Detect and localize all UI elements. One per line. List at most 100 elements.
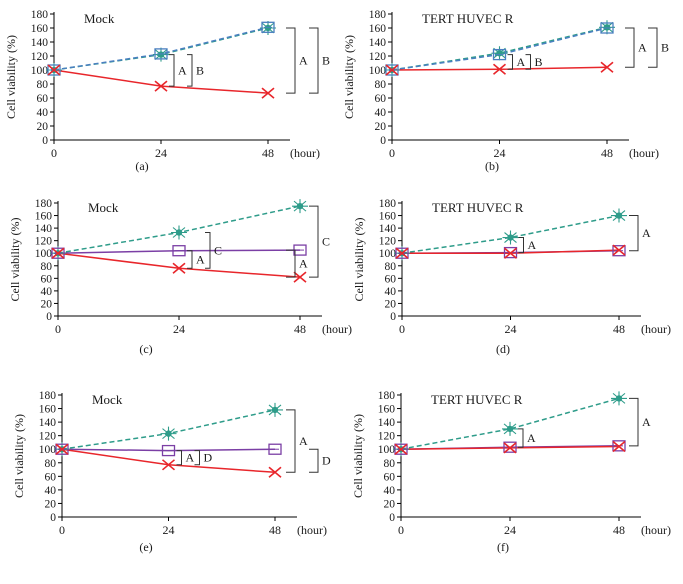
y-axis-label: Cell viability (%) bbox=[351, 414, 365, 498]
significance-bracket bbox=[194, 450, 200, 466]
y-tick-label: 60 bbox=[384, 471, 396, 483]
star-marker-dot bbox=[264, 24, 272, 32]
y-tick-label: 120 bbox=[31, 51, 49, 63]
y-tick-label: 20 bbox=[385, 298, 397, 310]
panel-caption: (f) bbox=[497, 540, 509, 554]
panel-caption: (e) bbox=[139, 540, 152, 554]
significance-label: B bbox=[196, 63, 204, 77]
chart-title: Mock bbox=[84, 11, 115, 26]
x-marker bbox=[55, 443, 69, 455]
y-tick-label: 0 bbox=[50, 512, 56, 524]
y-tick-label: 40 bbox=[375, 107, 387, 119]
significance-label: A bbox=[299, 257, 308, 271]
significance-bracket bbox=[309, 205, 319, 278]
significance-label: A bbox=[186, 451, 195, 465]
panel-caption: (a) bbox=[135, 159, 148, 173]
box-marker bbox=[261, 21, 275, 33]
significance-bracket bbox=[518, 428, 524, 448]
x-marker bbox=[394, 443, 408, 455]
y-tick-label: 160 bbox=[379, 211, 397, 223]
y-tick-label: 60 bbox=[37, 93, 49, 105]
y-tick-label: 160 bbox=[35, 211, 53, 223]
y-tick-label: 100 bbox=[31, 65, 49, 77]
y-tick-label: 0 bbox=[46, 311, 52, 323]
significance-label: B bbox=[322, 54, 330, 68]
x-marker bbox=[492, 63, 507, 75]
y-tick-label: 60 bbox=[385, 273, 397, 285]
y-tick-label: 20 bbox=[375, 121, 387, 133]
y-tick-label: 60 bbox=[375, 93, 387, 105]
y-tick-label: 120 bbox=[379, 236, 397, 248]
y-tick-label: 120 bbox=[378, 431, 396, 443]
y-tick-label: 80 bbox=[375, 79, 387, 91]
box-marker bbox=[154, 48, 168, 60]
y-tick-label: 0 bbox=[42, 135, 48, 147]
x-marker bbox=[51, 247, 65, 259]
x-unit-label: (hour) bbox=[322, 322, 352, 336]
significance-bracket bbox=[625, 27, 635, 68]
x-unit-label: (hour) bbox=[641, 322, 671, 336]
y-tick-label: 40 bbox=[45, 485, 57, 497]
x-tick-label: 24 bbox=[163, 523, 175, 537]
significance-bracket bbox=[286, 27, 296, 94]
y-axis-label: Cell viability (%) bbox=[342, 35, 356, 119]
significance-bracket bbox=[187, 54, 193, 87]
x-unit-label: (hour) bbox=[629, 146, 659, 160]
y-tick-label: 0 bbox=[390, 311, 396, 323]
significance-label: D bbox=[204, 451, 213, 465]
x-tick-label: 48 bbox=[269, 523, 281, 537]
y-tick-label: 80 bbox=[385, 261, 397, 273]
box-marker bbox=[172, 245, 186, 257]
significance-bracket bbox=[309, 448, 319, 473]
star-marker-dot bbox=[603, 24, 611, 31]
y-tick-label: 20 bbox=[37, 121, 49, 133]
y-tick-label: 0 bbox=[389, 512, 395, 524]
star-marker-dot bbox=[507, 234, 514, 241]
y-tick-label: 160 bbox=[31, 23, 49, 35]
x-tick-label: 48 bbox=[601, 146, 613, 160]
significance-label: A bbox=[638, 41, 647, 55]
x-marker bbox=[293, 271, 307, 283]
y-tick-label: 40 bbox=[385, 286, 397, 298]
y-tick-label: 140 bbox=[379, 223, 397, 235]
y-tick-label: 20 bbox=[384, 498, 396, 510]
box-marker bbox=[612, 245, 626, 257]
x-marker bbox=[261, 87, 275, 99]
significance-label: A bbox=[196, 253, 205, 267]
series-line-teal bbox=[401, 214, 620, 254]
x-marker bbox=[612, 440, 626, 453]
x-tick-label: 24 bbox=[505, 322, 517, 336]
x-tick-label: 0 bbox=[398, 523, 404, 537]
y-tick-label: 40 bbox=[384, 485, 396, 497]
significance-label: A bbox=[178, 63, 187, 77]
chart-title: Mock bbox=[92, 392, 123, 407]
significance-bracket bbox=[169, 54, 175, 87]
star-marker-dot bbox=[615, 395, 623, 402]
x-tick-label: 0 bbox=[59, 523, 65, 537]
y-tick-label: 160 bbox=[378, 404, 396, 416]
chart-title: TERT HUVEC R bbox=[432, 200, 524, 215]
significance-bracket bbox=[187, 250, 193, 269]
star-marker-dot bbox=[165, 430, 172, 437]
box-marker bbox=[394, 443, 408, 455]
chart-title: TERT HUVEC R bbox=[422, 11, 514, 26]
x-marker bbox=[161, 459, 176, 471]
box-marker bbox=[268, 443, 282, 455]
x-tick-label: 48 bbox=[613, 322, 625, 336]
y-tick-label: 180 bbox=[39, 390, 57, 402]
significance-bracket bbox=[205, 232, 211, 269]
significance-label: C bbox=[322, 235, 330, 249]
significance-label: A bbox=[299, 434, 308, 448]
y-tick-label: 180 bbox=[378, 390, 396, 402]
y-tick-label: 180 bbox=[369, 9, 387, 21]
significance-label: A bbox=[642, 415, 651, 429]
y-tick-label: 120 bbox=[39, 431, 57, 443]
box-marker bbox=[600, 22, 614, 34]
panel-caption: (d) bbox=[496, 342, 510, 356]
box-marker bbox=[612, 440, 626, 452]
star-marker-dot bbox=[496, 50, 503, 57]
